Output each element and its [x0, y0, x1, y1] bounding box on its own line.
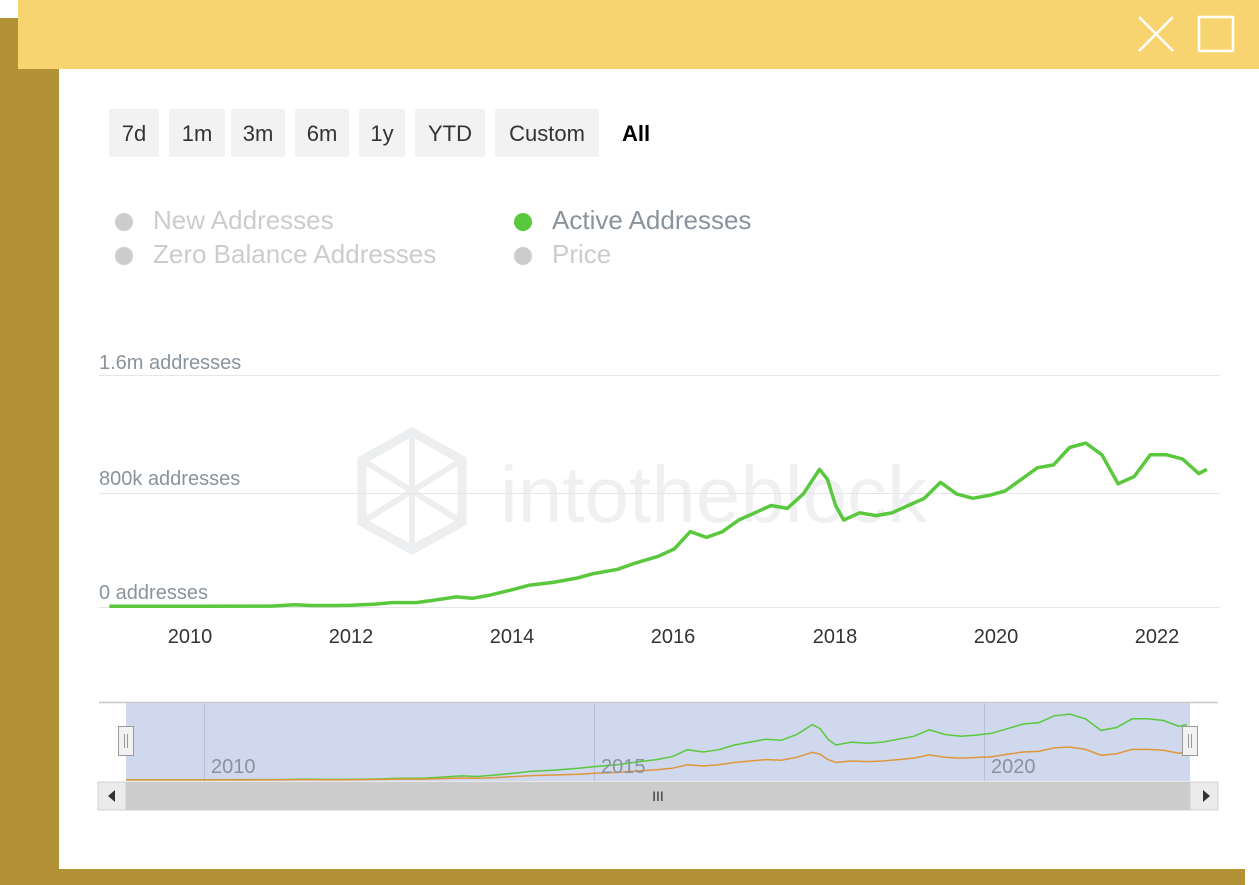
navigator-tick-label: 2020 — [991, 756, 1036, 778]
arrow-left-icon — [108, 790, 115, 802]
navigator: 2010 2015 2020 III — [97, 701, 1219, 811]
x-tick-label: 2020 — [973, 626, 1019, 648]
x-tick-label: 2014 — [489, 626, 535, 648]
legend-item-zero-balance-addresses[interactable]: Zero Balance Addresses — [115, 239, 475, 269]
legend-dot — [115, 213, 133, 231]
navigator-series-layer — [126, 713, 1187, 781]
y-tick-label: 0 addresses — [99, 582, 208, 604]
x-tick-label: 2018 — [812, 626, 858, 648]
series-line-active-addresses[interactable] — [109, 441, 1208, 609]
navigator-hidden-series-line — [126, 746, 1187, 781]
range-1m-button[interactable]: 1m — [169, 109, 225, 157]
range-ytd-button[interactable]: YTD — [415, 109, 485, 157]
legend-item-price[interactable]: Price — [514, 239, 674, 269]
scrollbar-thumb[interactable] — [126, 782, 1190, 810]
watermark-text: intotheblock — [500, 450, 928, 539]
y-tick-label: 1.6m addresses — [99, 352, 242, 374]
legend-dot — [115, 247, 133, 265]
close-icon[interactable] — [1136, 14, 1176, 54]
y-tick-label: 800k addresses — [99, 468, 241, 490]
navigator-left-handle[interactable] — [118, 726, 134, 756]
decorative-frame-left — [0, 18, 59, 885]
navigator-series-line — [126, 713, 1187, 781]
arrow-right-icon — [1203, 790, 1210, 802]
range-6m-button[interactable]: 6m — [295, 109, 349, 157]
legend-dot — [514, 213, 532, 231]
x-tick-label: 2016 — [650, 626, 696, 648]
legend-label: Zero Balance Addresses — [153, 239, 437, 269]
x-tick-label: 2010 — [167, 626, 213, 648]
range-custom-button[interactable]: Custom — [495, 109, 599, 157]
watermark-logo-icon — [357, 426, 467, 556]
legend-item-new-addresses[interactable]: New Addresses — [115, 205, 415, 235]
legend-label: New Addresses — [153, 205, 334, 235]
navigator-selected-range[interactable] — [126, 703, 1190, 781]
range-3m-button[interactable]: 3m — [231, 109, 285, 157]
decorative-frame-bottom — [0, 869, 1245, 885]
x-tick-label: 2022 — [1134, 626, 1180, 648]
range-all-button[interactable]: All — [621, 121, 651, 146]
range-1y-button[interactable]: 1y — [359, 109, 405, 157]
navigator-tick-label: 2010 — [211, 756, 256, 778]
scrollbar-grip-icon: III — [652, 788, 664, 804]
legend-label: Active Addresses — [552, 205, 752, 235]
legend-label: Price — [552, 239, 612, 269]
maximize-icon[interactable] — [1196, 14, 1236, 54]
navigator-right-handle[interactable] — [1182, 726, 1198, 756]
title-bar — [18, 0, 1259, 69]
legend-item-active-addresses[interactable]: Active Addresses — [514, 205, 814, 235]
series-layer — [109, 441, 1208, 609]
legend-dot — [514, 247, 532, 265]
x-tick-label: 2012 — [328, 626, 374, 648]
navigator-tick-label: 2015 — [601, 756, 646, 778]
range-7d-button[interactable]: 7d — [109, 109, 159, 157]
